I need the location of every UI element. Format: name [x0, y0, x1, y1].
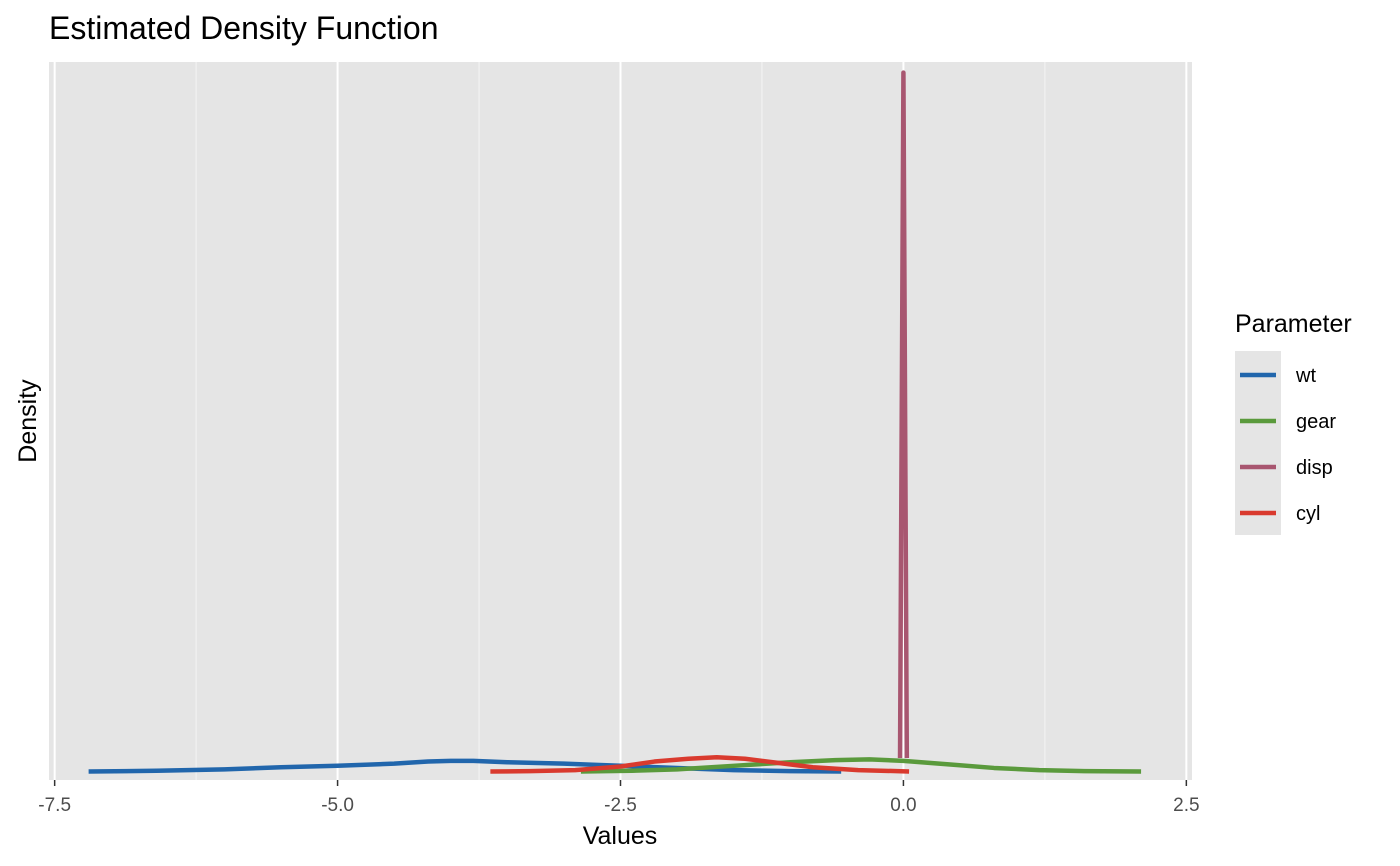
x-tick-label: -5.0 [321, 795, 354, 816]
legend: Parameter wt gear disp cyl [1235, 310, 1352, 535]
series-line-disp [897, 70, 910, 759]
x-axis-title: Values [583, 822, 658, 850]
x-tick-label: -7.5 [38, 795, 71, 816]
minor-gridlines [195, 62, 1046, 780]
legend-label-disp: disp [1296, 457, 1333, 479]
series-line-cyl [490, 755, 910, 774]
series-line-gear [580, 757, 1142, 774]
density-lines [88, 70, 1142, 774]
x-axis-ticks: -7.5 -5.0 -2.5 0.0 2.5 [38, 780, 1200, 816]
x-tick-label: 2.5 [1173, 795, 1199, 816]
x-tick-label: -2.5 [604, 795, 637, 816]
legend-label-cyl: cyl [1296, 503, 1320, 525]
legend-key-background [1235, 351, 1281, 535]
chart-title: Estimated Density Function [49, 10, 439, 46]
legend-title: Parameter [1235, 310, 1352, 338]
legend-label-wt: wt [1295, 365, 1316, 387]
x-tick-label: 0.0 [890, 795, 916, 816]
legend-label-gear: gear [1296, 411, 1336, 433]
y-axis-title: Density [14, 379, 42, 463]
